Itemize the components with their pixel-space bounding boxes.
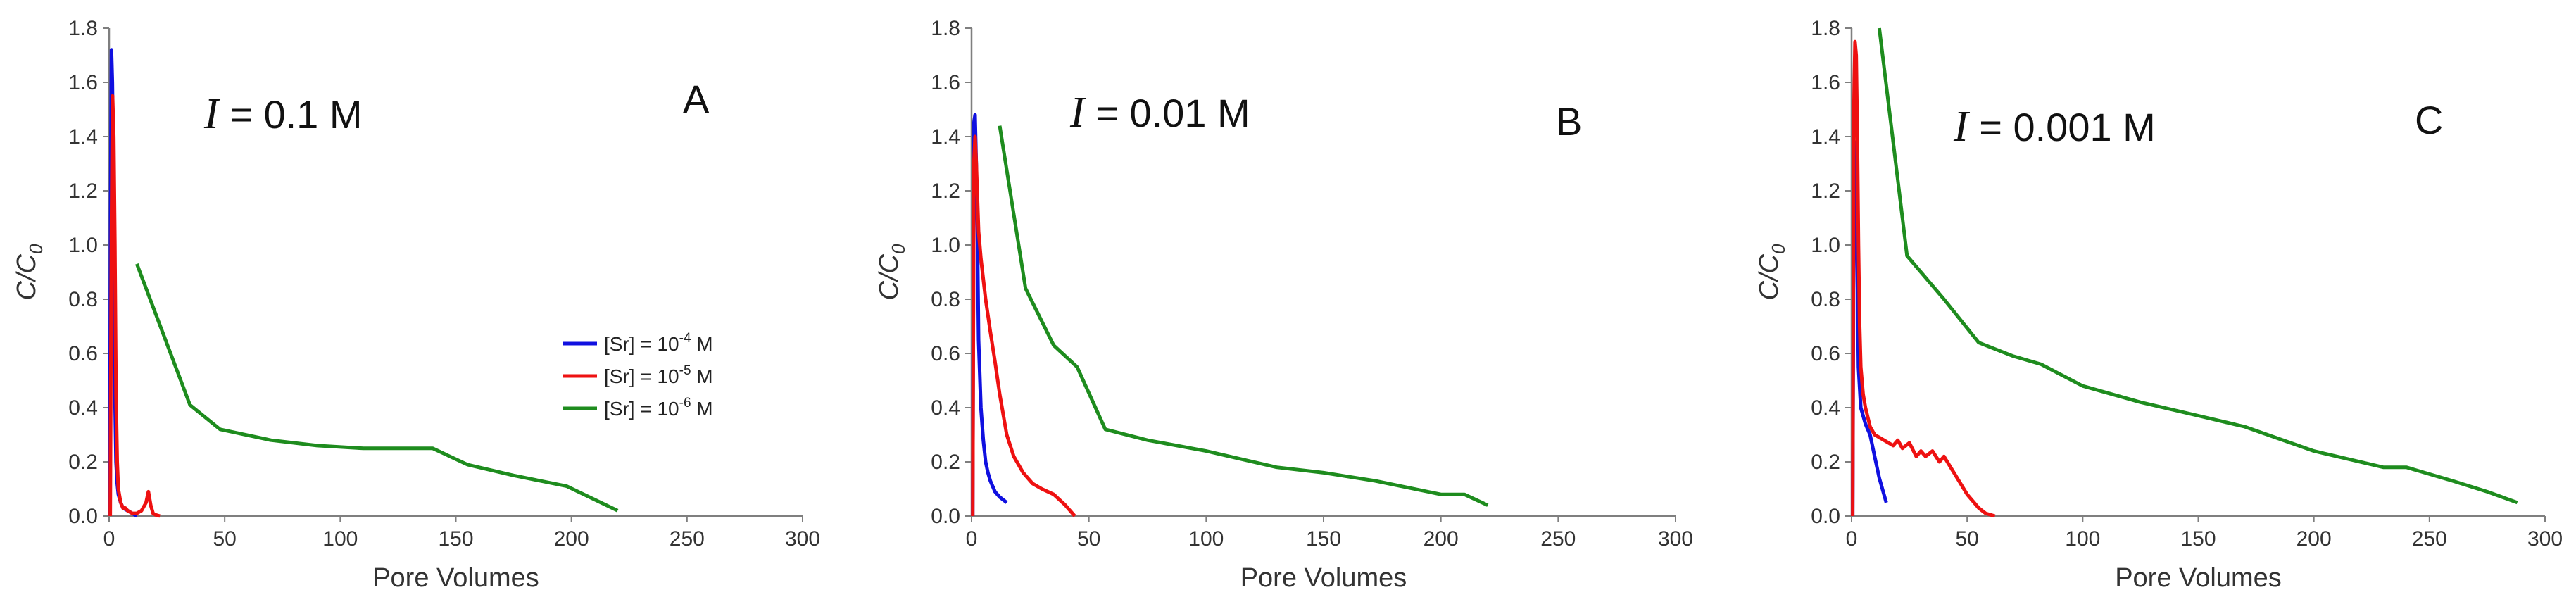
chart-b: 0 50 100 150 200 250 300 0.0 0.2 0.4 0.6 0.8 1.0 1.2 1… xyxy=(874,17,1693,593)
y-tick-label: 1.4 xyxy=(68,125,98,149)
x-tick-label: 200 xyxy=(2297,527,2332,551)
y-tick-label: 0.4 xyxy=(1811,396,1840,420)
legend: [Sr] = 10-4 M [Sr] = 10-5 M [Sr] = 10-6 … xyxy=(563,331,713,420)
x-tick-label: 100 xyxy=(2065,527,2100,551)
x-axis-title: Pore Volumes xyxy=(1240,563,1407,593)
y-tick-label: 1.6 xyxy=(68,71,98,94)
x-tick-label: 150 xyxy=(2180,527,2216,551)
y-tick-label: 1.0 xyxy=(1811,234,1840,257)
legend-entry-3: [Sr] = 10-6 M xyxy=(604,396,713,420)
legend-entry-1: [Sr] = 10-4 M xyxy=(604,331,713,355)
y-tick-label: 1.2 xyxy=(1811,180,1840,203)
x-tick-label: 100 xyxy=(1188,527,1224,551)
x-tick-label: 300 xyxy=(2527,527,2563,551)
x-axis-title: Pore Volumes xyxy=(372,563,539,593)
y-tick-label: 0.6 xyxy=(68,342,98,365)
x-tick-label: 200 xyxy=(1424,527,1459,551)
y-tick-label: 1.6 xyxy=(1811,71,1840,94)
y-axis-title: C/C0 xyxy=(12,244,46,300)
y-tick-label: 1.2 xyxy=(931,180,960,203)
x-tick-label: 250 xyxy=(1540,527,1576,551)
x-tick-label: 0 xyxy=(1846,527,1858,551)
x-tick-label: 250 xyxy=(2412,527,2447,551)
panel-c: 0 50 100 150 200 250 300 0.0 0.2 0.4 0.6 0.8 1.0 1.2 1… xyxy=(1704,0,2576,609)
y-tick-label: 1.8 xyxy=(931,17,960,40)
x-tick-label: 0 xyxy=(966,527,978,551)
x-tick-label: 150 xyxy=(1306,527,1341,551)
x-tick-label: 200 xyxy=(554,527,589,551)
y-axis-title: C/C0 xyxy=(874,244,909,300)
panel-b: 0 50 100 150 200 250 300 0.0 0.2 0.4 0.6 0.8 1.0 1.2 1… xyxy=(873,0,1746,609)
y-tick-label: 0.6 xyxy=(1811,342,1840,365)
series-line-red xyxy=(971,134,1076,517)
panel-label: C xyxy=(2415,98,2443,142)
series-line-red xyxy=(108,94,161,518)
y-tick-label: 0.0 xyxy=(68,505,98,528)
y-tick-label: 0.8 xyxy=(1811,288,1840,311)
x-tick-label: 300 xyxy=(785,527,820,551)
y-tick-label: 0.8 xyxy=(68,288,98,311)
y-tick-label: 0.8 xyxy=(931,288,960,311)
y-axis-title: C/C0 xyxy=(1754,244,1789,300)
y-tick-label: 0.2 xyxy=(931,451,960,474)
y-tick-label: 1.8 xyxy=(68,17,98,40)
legend-entry-2: [Sr] = 10-5 M xyxy=(604,363,713,387)
y-tick-label: 0.2 xyxy=(68,451,98,474)
x-tick-label: 250 xyxy=(670,527,705,551)
panel-label: B xyxy=(1556,99,1582,144)
series-line-red xyxy=(1851,39,1996,518)
y-tick-label: 0.4 xyxy=(68,396,98,420)
x-tick-label: 150 xyxy=(438,527,473,551)
x-axis-title: Pore Volumes xyxy=(2115,563,2282,593)
ionic-strength-label: I = 0.1 M xyxy=(203,90,363,138)
y-tick-label: 1.8 xyxy=(1811,17,1840,40)
chart-a: 0 50 100 150 200 250 300 0.0 0.2 0.4 0.6 0.8 1.0 1.2 1… xyxy=(12,17,820,593)
y-tick-label: 0.0 xyxy=(1811,505,1840,528)
y-tick-label: 1.0 xyxy=(68,234,98,257)
y-tick-label: 0.6 xyxy=(931,342,960,365)
x-tick-label: 0 xyxy=(103,527,115,551)
series-line-green xyxy=(1877,27,2518,505)
y-tick-label: 1.0 xyxy=(931,234,960,257)
y-tick-label: 0.2 xyxy=(1811,451,1840,474)
panel-a: 0 50 100 150 200 250 300 0.0 0.2 0.4 0.6 0.8 1.0 1.2 1… xyxy=(0,0,873,609)
series-line-blue xyxy=(971,113,1008,517)
x-tick-label: 100 xyxy=(322,527,358,551)
ionic-strength-label: I = 0.001 M xyxy=(1953,103,2156,151)
chart-c: 0 50 100 150 200 250 300 0.0 0.2 0.4 0.6 0.8 1.0 1.2 1… xyxy=(1754,17,2563,593)
y-tick-label: 1.4 xyxy=(931,125,960,149)
series-line-green xyxy=(998,125,1489,507)
x-tick-label: 50 xyxy=(1077,527,1100,551)
ionic-strength-label: I = 0.01 M xyxy=(1069,89,1250,137)
y-tick-label: 0.4 xyxy=(931,396,960,420)
x-tick-label: 50 xyxy=(1955,527,1978,551)
x-tick-label: 50 xyxy=(213,527,236,551)
series-line-green xyxy=(135,263,619,513)
y-tick-label: 1.6 xyxy=(931,71,960,94)
x-tick-label: 300 xyxy=(1658,527,1693,551)
y-tick-label: 0.0 xyxy=(931,505,960,528)
y-tick-label: 1.4 xyxy=(1811,125,1840,149)
y-tick-label: 1.2 xyxy=(68,180,98,203)
panel-label: A xyxy=(683,77,710,121)
